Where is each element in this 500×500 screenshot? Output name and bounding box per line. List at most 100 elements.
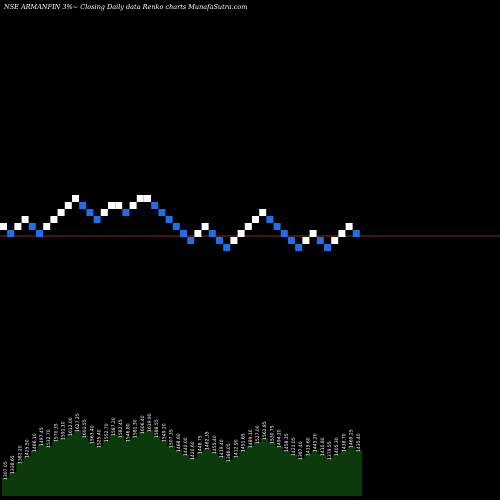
renko-brick-up xyxy=(100,209,108,216)
renko-brick-up xyxy=(302,237,310,244)
volume-label: 1591.10 xyxy=(61,421,67,440)
renko-brick-up xyxy=(64,202,72,209)
volume-label: 1455.40 xyxy=(212,435,218,454)
volume-label: 1570.35 xyxy=(53,423,59,442)
renko-brick-up xyxy=(14,223,22,230)
volume-label: 1587.20 xyxy=(111,417,117,436)
renko-brick-up xyxy=(201,223,209,230)
volume-label: 1469.25 xyxy=(349,429,355,448)
renko-brick-down xyxy=(180,230,187,237)
renko-brick-up xyxy=(72,195,79,202)
volume-label: 1338.65 xyxy=(10,455,16,474)
volume-label: 1438.70 xyxy=(341,433,347,452)
volume-label: 1466.10 xyxy=(32,433,38,452)
volume-label: 1494.20 xyxy=(277,429,283,448)
volume-area-path xyxy=(2,430,362,496)
renko-brick-down xyxy=(165,216,173,223)
volume-label: 1420.60 xyxy=(190,441,196,460)
renko-brick-down xyxy=(36,230,43,237)
volume-label: 1448.75 xyxy=(197,435,203,454)
renko-brick-up xyxy=(259,209,267,216)
renko-brick-down xyxy=(288,237,295,244)
renko-brick-down xyxy=(208,230,216,237)
volume-label: 1588.55 xyxy=(154,419,160,438)
renko-brick-up xyxy=(43,223,51,230)
renko-brick-down xyxy=(93,216,101,223)
volume-label: 1581.30 xyxy=(133,419,139,438)
renko-brick-up xyxy=(252,216,259,223)
volume-label: 1451.65 xyxy=(241,433,247,452)
renko-brick-up xyxy=(338,230,346,237)
volume-label: 1421.05 xyxy=(291,437,297,456)
renko-brick-down xyxy=(151,202,159,209)
volume-label: 1497.45 xyxy=(39,427,45,446)
renko-brick-down xyxy=(316,237,324,244)
renko-brick-down xyxy=(273,223,281,230)
renko-brick-up xyxy=(237,230,245,237)
renko-brick-up xyxy=(309,230,317,237)
renko-brick-down xyxy=(280,230,288,237)
volume-label: 1582.45 xyxy=(118,419,124,438)
renko-brick-up xyxy=(331,237,339,244)
volume-label: 1562.85 xyxy=(262,421,268,440)
volume-label: 1419.40 xyxy=(219,439,225,458)
renko-brick-up xyxy=(194,230,202,237)
renko-brick-up xyxy=(0,223,7,230)
renko-brick-down xyxy=(324,244,331,251)
renko-brick-up xyxy=(108,202,115,209)
renko-brick-down xyxy=(172,223,180,230)
volume-label: 1530.75 xyxy=(269,425,275,444)
renko-brick-down xyxy=(223,244,231,251)
volume-label: 1482.35 xyxy=(205,431,211,450)
renko-brick-down xyxy=(122,209,130,216)
renko-brick-up xyxy=(21,216,29,223)
volume-label: 1489.10 xyxy=(248,429,254,448)
volume-label: 1601.55 xyxy=(82,419,88,438)
renko-brick-down xyxy=(187,237,195,244)
volume-label: 1612.00 xyxy=(68,417,74,436)
renko-brick-up xyxy=(144,195,151,202)
renko-brick-up xyxy=(244,223,252,230)
volume-label: 1440.00 xyxy=(183,437,189,456)
volume-label: 1563.40 xyxy=(89,425,95,444)
volume-label: 1445.20 xyxy=(313,433,319,452)
renko-brick-down xyxy=(7,230,15,237)
volume-label: 1532.70 xyxy=(46,429,52,448)
volume-label: 1606.40 xyxy=(140,415,146,434)
renko-brick-down xyxy=(79,202,87,209)
renko-brick-up xyxy=(129,202,137,209)
renko-brick-down xyxy=(86,209,94,216)
renko-brick-down xyxy=(28,223,36,230)
volume-label: 1527.00 xyxy=(255,425,261,444)
renko-brick-up xyxy=(57,209,65,216)
renko-brick-up xyxy=(50,216,58,223)
volume-label: 1379.55 xyxy=(327,441,333,460)
volume-label: 1412.90 xyxy=(233,439,239,458)
renko-brick-up xyxy=(345,223,353,230)
volume-label: 1307.05 xyxy=(3,461,9,480)
volume-label: 1382.20 xyxy=(17,445,23,464)
volume-label: 1552.70 xyxy=(104,423,110,442)
volume-label: 1425.50 xyxy=(25,439,31,458)
renko-brick-down xyxy=(216,237,223,244)
renko-brick-up xyxy=(230,237,238,244)
volume-area xyxy=(2,430,362,496)
volume-label: 1387.40 xyxy=(298,441,304,460)
volume-label: 1435.40 xyxy=(356,433,362,452)
renko-brick-down xyxy=(295,244,303,251)
volume-label: 1507.35 xyxy=(169,429,175,448)
renko-brick-up xyxy=(136,195,144,202)
volume-label: 1627.25 xyxy=(75,413,81,432)
renko-brick-down xyxy=(352,230,360,237)
volume-label: 1546.80 xyxy=(125,423,131,442)
chart-title: NSE ARMANFIN 3%~ Closing Daily data Renk… xyxy=(4,3,248,11)
renko-brick-up xyxy=(115,202,123,209)
renko-bricks xyxy=(0,195,360,251)
volume-label: 1405.30 xyxy=(334,437,340,456)
volume-label: 1458.35 xyxy=(284,433,290,452)
volume-label: 1410.80 xyxy=(320,437,326,456)
volume-label: 1525.40 xyxy=(97,429,103,448)
volume-label: 1386.05 xyxy=(226,443,232,462)
